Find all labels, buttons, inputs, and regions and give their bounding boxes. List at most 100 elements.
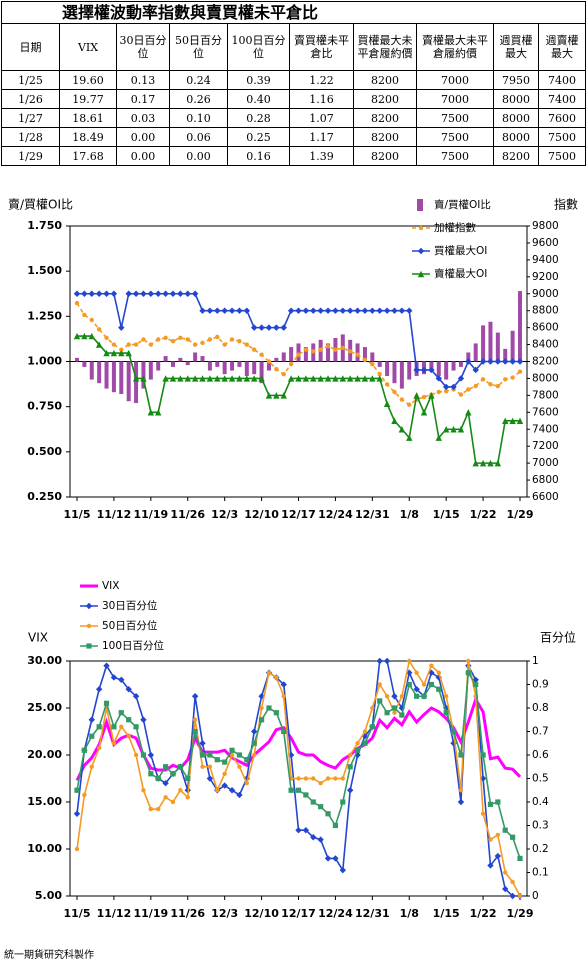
marker — [104, 335, 109, 340]
marker — [332, 822, 339, 829]
marker — [413, 392, 420, 399]
marker — [206, 307, 214, 314]
marker — [103, 700, 110, 706]
y2-tick-label: 7200 — [532, 440, 559, 452]
x-tick-label: 11/12 — [97, 907, 132, 920]
marker — [148, 342, 154, 347]
legend-label: VIX — [102, 580, 119, 592]
y-tick-label: 30.00 — [27, 654, 62, 667]
table-title: 選擇權波動率指數與賣買權未平倉比 — [0, 1, 586, 24]
marker — [199, 375, 206, 382]
x-tick-label: 12/3 — [211, 508, 238, 521]
marker — [280, 681, 287, 688]
y2-tick-label: 0.6 — [532, 749, 549, 761]
marker — [362, 729, 368, 734]
marker — [376, 307, 383, 314]
legend-label: 賣權最大OI — [434, 267, 487, 280]
marker — [399, 712, 405, 718]
marker — [259, 352, 264, 357]
bar — [503, 348, 508, 362]
marker — [391, 693, 398, 700]
marker — [465, 670, 471, 676]
marker — [302, 375, 310, 382]
marker — [436, 389, 441, 395]
y2-tick-label: 0.3 — [532, 820, 549, 832]
data-table: 選擇權波動率指數與賣買權未平倉比 日期 VIX 30日百分位 50日百分位 100日百分… — [0, 1, 586, 166]
marker — [443, 388, 449, 394]
marker — [488, 382, 493, 387]
marker — [488, 837, 493, 842]
marker — [333, 776, 338, 781]
x-tick-label: 1/8 — [400, 907, 419, 920]
marker — [399, 397, 405, 402]
marker — [295, 375, 302, 382]
bar — [82, 361, 87, 367]
bar — [156, 361, 161, 371]
y-tick-label: 1.250 — [27, 309, 62, 322]
table-cell: 1.16 — [289, 89, 354, 109]
y-tick-label: 20.00 — [27, 748, 62, 761]
y-tick-label: 25.00 — [27, 701, 62, 714]
y-tick-label: 0.500 — [27, 445, 62, 458]
marker — [236, 752, 243, 758]
marker — [517, 855, 523, 861]
marker — [119, 724, 124, 729]
marker — [310, 307, 317, 314]
marker — [141, 788, 146, 793]
marker — [457, 426, 465, 433]
marker — [354, 751, 361, 759]
table-cell: 7500 — [537, 127, 586, 147]
marker — [177, 764, 183, 770]
bar — [326, 343, 331, 362]
marker — [184, 290, 191, 297]
marker — [111, 741, 117, 746]
marker — [303, 792, 309, 798]
marker — [347, 752, 353, 758]
bar — [407, 361, 412, 380]
bar — [185, 361, 190, 366]
bar — [178, 357, 183, 362]
table-cell: 1.22 — [289, 70, 354, 90]
marker — [495, 832, 501, 838]
x-tick-label: 12/17 — [281, 508, 316, 521]
marker — [287, 307, 295, 314]
y2-tick-label: 8000 — [532, 372, 559, 384]
marker — [111, 724, 117, 730]
marker — [317, 307, 324, 314]
table-cell: 週買權最大 — [493, 23, 539, 71]
marker — [391, 705, 398, 711]
table-cell: 1.07 — [289, 108, 354, 128]
marker — [140, 752, 147, 758]
marker — [391, 307, 398, 314]
bar — [193, 352, 198, 362]
table-cell: 8000 — [493, 89, 539, 109]
marker — [428, 366, 435, 374]
x-tick-label: 11/5 — [64, 907, 91, 920]
marker — [479, 358, 487, 365]
marker — [95, 290, 103, 297]
marker — [273, 710, 279, 716]
marker — [132, 693, 140, 700]
marker — [450, 426, 457, 433]
y2-axis-title: 指數 — [554, 197, 578, 212]
marker — [206, 775, 214, 782]
x-tick-label: 11/19 — [134, 907, 169, 920]
footer: 統一期貨研究科製作 — [4, 950, 94, 961]
marker — [266, 359, 272, 364]
marker — [251, 740, 257, 746]
marker — [133, 724, 139, 730]
table-cell: 7500 — [416, 127, 494, 147]
marker — [147, 409, 155, 416]
marker — [472, 366, 479, 374]
marker — [236, 307, 243, 314]
marker — [162, 375, 169, 382]
marker — [215, 788, 220, 793]
marker — [324, 375, 332, 382]
marker — [442, 426, 450, 433]
marker — [170, 799, 176, 805]
marker — [414, 693, 420, 699]
table-cell: 日期 — [1, 23, 60, 71]
x-tick-label: 1/29 — [507, 508, 534, 521]
marker — [369, 307, 376, 314]
marker — [170, 338, 176, 344]
